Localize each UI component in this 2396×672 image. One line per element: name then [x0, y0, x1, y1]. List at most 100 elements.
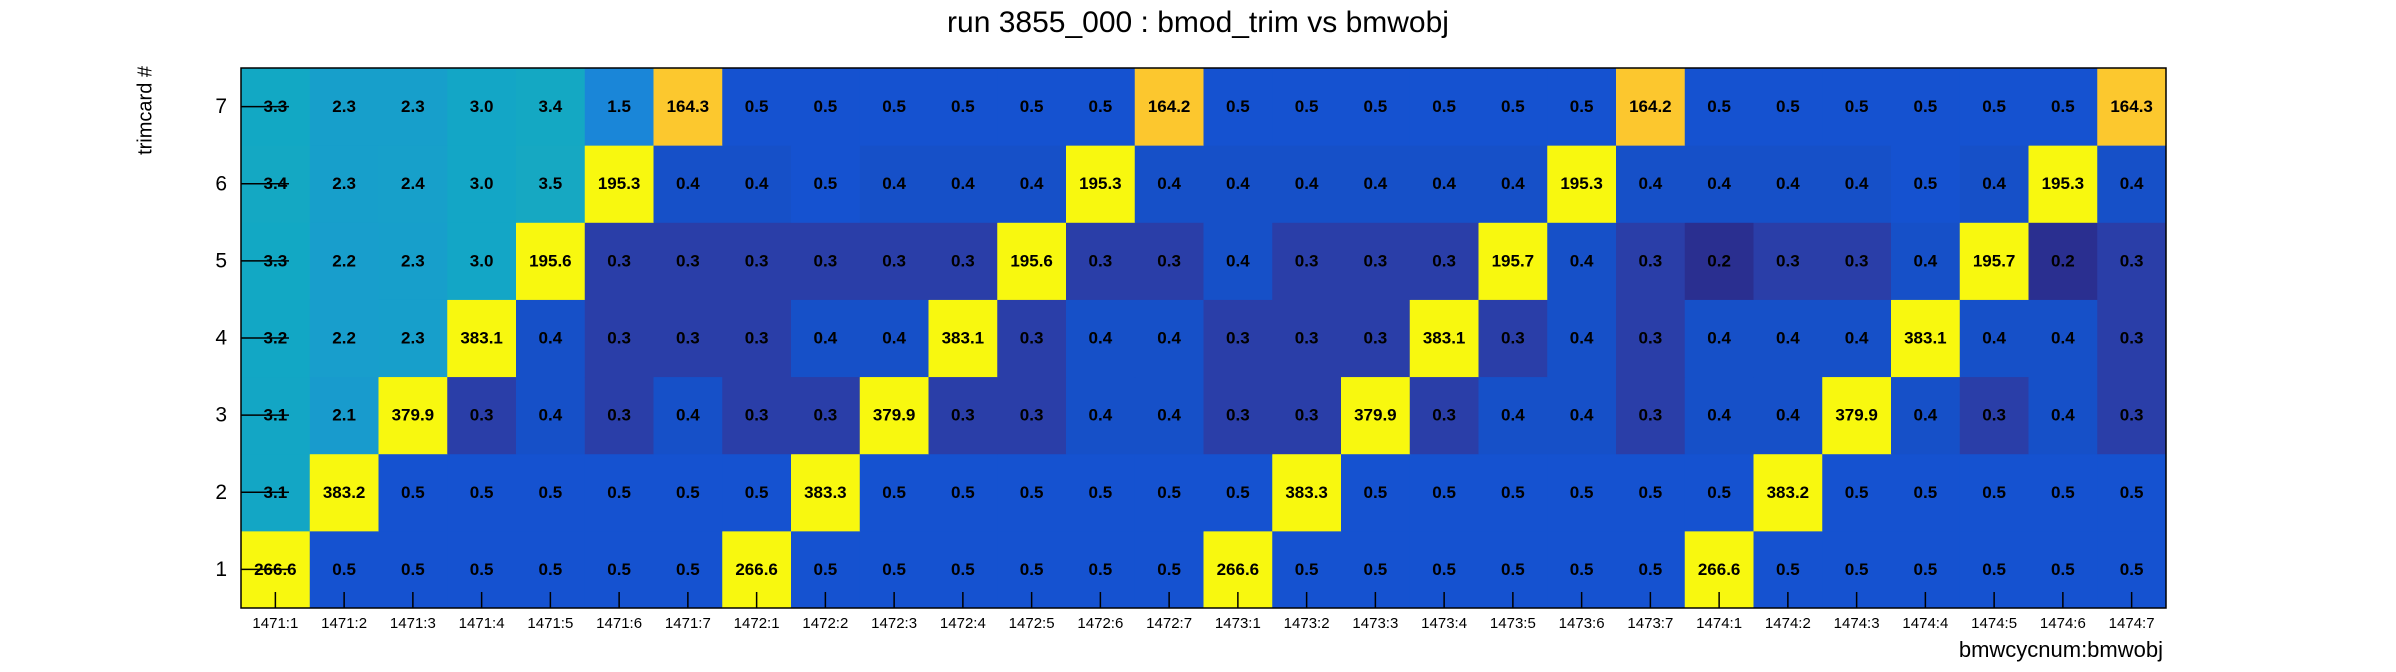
heatmap-cell [653, 376, 723, 455]
heatmap-cell [1616, 222, 1686, 300]
heatmap-cell [1891, 145, 1961, 223]
cell-label: 2.1 [332, 406, 356, 425]
cell-label: 383.2 [1767, 483, 1810, 502]
heatmap-cell [1753, 68, 1823, 146]
heatmap-cell [1134, 376, 1204, 455]
cell-label: 383.1 [942, 328, 985, 347]
cell-label: 0.5 [951, 560, 975, 579]
x-tick-label: 1474:3 [1834, 615, 1880, 632]
heatmap-cell [1684, 453, 1754, 532]
heatmap-cell [997, 299, 1067, 378]
heatmap-cell [447, 68, 517, 146]
x-tick-label: 1472:1 [734, 615, 780, 632]
heatmap-cell [1753, 145, 1823, 223]
heatmap-cell [2097, 222, 2167, 300]
cell-label: 0.5 [1570, 483, 1594, 502]
cell-label: 383.1 [460, 328, 503, 347]
heatmap-cell [1341, 453, 1411, 532]
cell-label: 0.5 [607, 483, 631, 502]
heatmap-cell [447, 376, 517, 455]
heatmap-cell [1891, 68, 1961, 146]
cell-label: 0.3 [1639, 328, 1663, 347]
cell-label: 0.3 [676, 251, 700, 270]
cell-label: 379.9 [873, 406, 916, 425]
heatmap-cell [2028, 299, 2098, 378]
cell-label: 0.5 [1982, 483, 2006, 502]
heatmap-cell [1684, 68, 1754, 146]
heatmap-cell [722, 145, 792, 223]
cell-label: 0.4 [1089, 328, 1113, 347]
x-tick-label: 1474:4 [1902, 615, 1948, 632]
cell-label: 0.5 [1845, 483, 1869, 502]
cell-label: 0.5 [1982, 560, 2006, 579]
cell-label: 164.2 [1148, 97, 1191, 116]
y-tick-label: 2 [215, 481, 227, 504]
cell-label: 0.3 [745, 406, 769, 425]
x-tick-label: 1472:4 [940, 615, 986, 632]
cell-label: 0.5 [1432, 483, 1456, 502]
heatmap-cell [1272, 453, 1342, 532]
cell-label: 195.6 [1010, 251, 1053, 270]
cell-label: 0.5 [1570, 97, 1594, 116]
heatmap-cell [1891, 299, 1961, 378]
cell-label: 0.5 [332, 560, 356, 579]
cell-label: 0.5 [1295, 560, 1319, 579]
heatmap-cell [1409, 453, 1479, 532]
heatmap-cell [378, 376, 448, 455]
x-tick-label: 1471:3 [390, 615, 436, 632]
heatmap-cell [859, 68, 929, 146]
cell-label: 2.2 [332, 251, 356, 270]
cell-label: 0.3 [607, 328, 631, 347]
heatmap-cell [1341, 145, 1411, 223]
cell-label: 0.5 [539, 483, 563, 502]
cell-label: 0.5 [1501, 560, 1525, 579]
heatmap-cell [653, 453, 723, 532]
heatmap-cell [1066, 299, 1136, 378]
cell-label: 3.0 [470, 251, 494, 270]
cell-label: 0.4 [1295, 174, 1319, 193]
heatmap-cell [791, 453, 861, 532]
x-tick-label: 1472:2 [802, 615, 848, 632]
cell-label: 0.5 [1776, 560, 1800, 579]
heatmap-cell [1134, 299, 1204, 378]
cell-label: 0.3 [1295, 406, 1319, 425]
cell-label: 0.5 [676, 483, 700, 502]
cell-label: 0.4 [951, 174, 975, 193]
cell-label: 0.5 [2051, 483, 2075, 502]
heatmap-cell [653, 299, 723, 378]
cell-label: 0.5 [1364, 560, 1388, 579]
cell-label: 0.5 [1089, 560, 1113, 579]
cell-label: 0.3 [1020, 328, 1044, 347]
cell-label: 0.3 [745, 251, 769, 270]
x-tick-label: 1473:1 [1215, 615, 1261, 632]
cell-label: 0.4 [1570, 406, 1594, 425]
heatmap-cell [309, 145, 379, 223]
heatmap-cell [2028, 222, 2098, 300]
heatmap-cell [1891, 222, 1961, 300]
heatmap-cell [1341, 376, 1411, 455]
cell-label: 0.3 [1845, 251, 1869, 270]
cell-label: 0.3 [951, 251, 975, 270]
cell-label: 383.3 [804, 483, 847, 502]
heatmap-cell [1203, 376, 1273, 455]
heatmap-cell [1959, 145, 2029, 223]
heatmap-cell [1272, 145, 1342, 223]
cell-label: 0.5 [607, 560, 631, 579]
heatmap-cell [1478, 299, 1548, 378]
heatmap-cell [447, 145, 517, 223]
heatmap-cell [584, 453, 654, 532]
cell-label: 379.9 [1354, 406, 1397, 425]
cell-label: 0.4 [1707, 174, 1731, 193]
cell-label: 0.3 [1364, 251, 1388, 270]
cell-label: 195.3 [1560, 174, 1603, 193]
y-axis-title: trimcard # [134, 65, 156, 155]
cell-label: 0.5 [1639, 483, 1663, 502]
heatmap-cell [1478, 222, 1548, 300]
cell-label: 379.9 [392, 406, 435, 425]
heatmap-cell [1822, 376, 1892, 455]
cell-label: 0.4 [1914, 406, 1938, 425]
heatmap-cell [791, 145, 861, 223]
cell-label: 3.5 [539, 174, 563, 193]
heatmap-cell [1822, 68, 1892, 146]
